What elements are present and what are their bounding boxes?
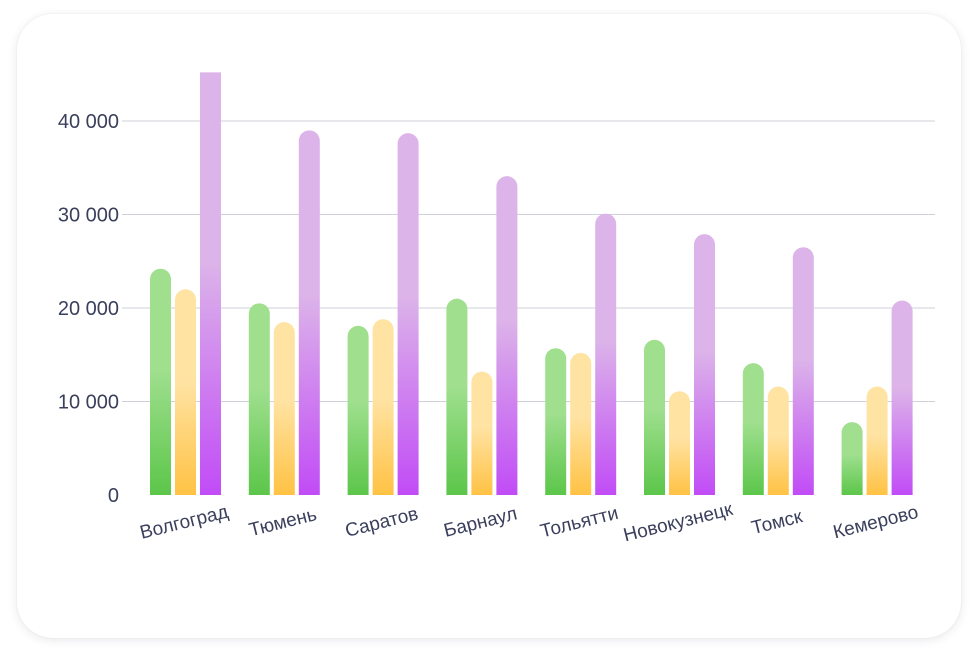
yellow-bar (273, 322, 295, 495)
purple-bar (792, 247, 814, 495)
x-category-label: Томск (749, 506, 805, 539)
y-tick-label: 20 000 (58, 298, 119, 320)
green-bar (644, 339, 665, 495)
green-bar (446, 298, 468, 495)
x-category-label: Саратов (343, 503, 420, 541)
purple-bar (200, 72, 221, 495)
x-category-label: Волгоград (138, 502, 231, 544)
x-axis-labels: Волгоград Тюмень Саратов Барнаул Тольятти Нов… (138, 499, 921, 547)
x-category-label: Тольятти (538, 503, 620, 543)
purple-bar (298, 130, 320, 495)
y-tick-label: 10 000 (58, 392, 119, 414)
y-tick-label: 0 (108, 485, 119, 507)
yellow-bar (669, 391, 690, 495)
x-category-label: Кемерово (831, 502, 920, 543)
purple-bar (496, 176, 518, 495)
purple-bar (694, 234, 715, 495)
x-category-label: Тюмень (247, 504, 319, 541)
x-category-label: Новокузнецк (621, 499, 735, 547)
yellow-bar (175, 289, 196, 495)
green-bar (150, 268, 171, 495)
purple-bar (397, 133, 419, 495)
yellow-bar (570, 352, 592, 495)
yellow-bar (866, 386, 888, 495)
x-category-label: Барнаул (442, 503, 519, 541)
y-tick-label: 30 000 (58, 205, 119, 227)
yellow-bar (767, 386, 789, 495)
green-bar (841, 422, 863, 495)
y-tick-label: 40 000 (58, 111, 119, 133)
green-bar (347, 325, 369, 495)
green-bar (545, 348, 567, 495)
bars (150, 72, 913, 496)
yellow-bar (471, 371, 493, 495)
purple-bar (891, 300, 913, 495)
yellow-bar (372, 319, 394, 495)
purple-bar (595, 213, 617, 496)
y-axis-labels: 0 10 000 20 000 30 000 40 000 (58, 111, 119, 507)
green-bar (248, 303, 270, 495)
green-bar (742, 363, 764, 495)
